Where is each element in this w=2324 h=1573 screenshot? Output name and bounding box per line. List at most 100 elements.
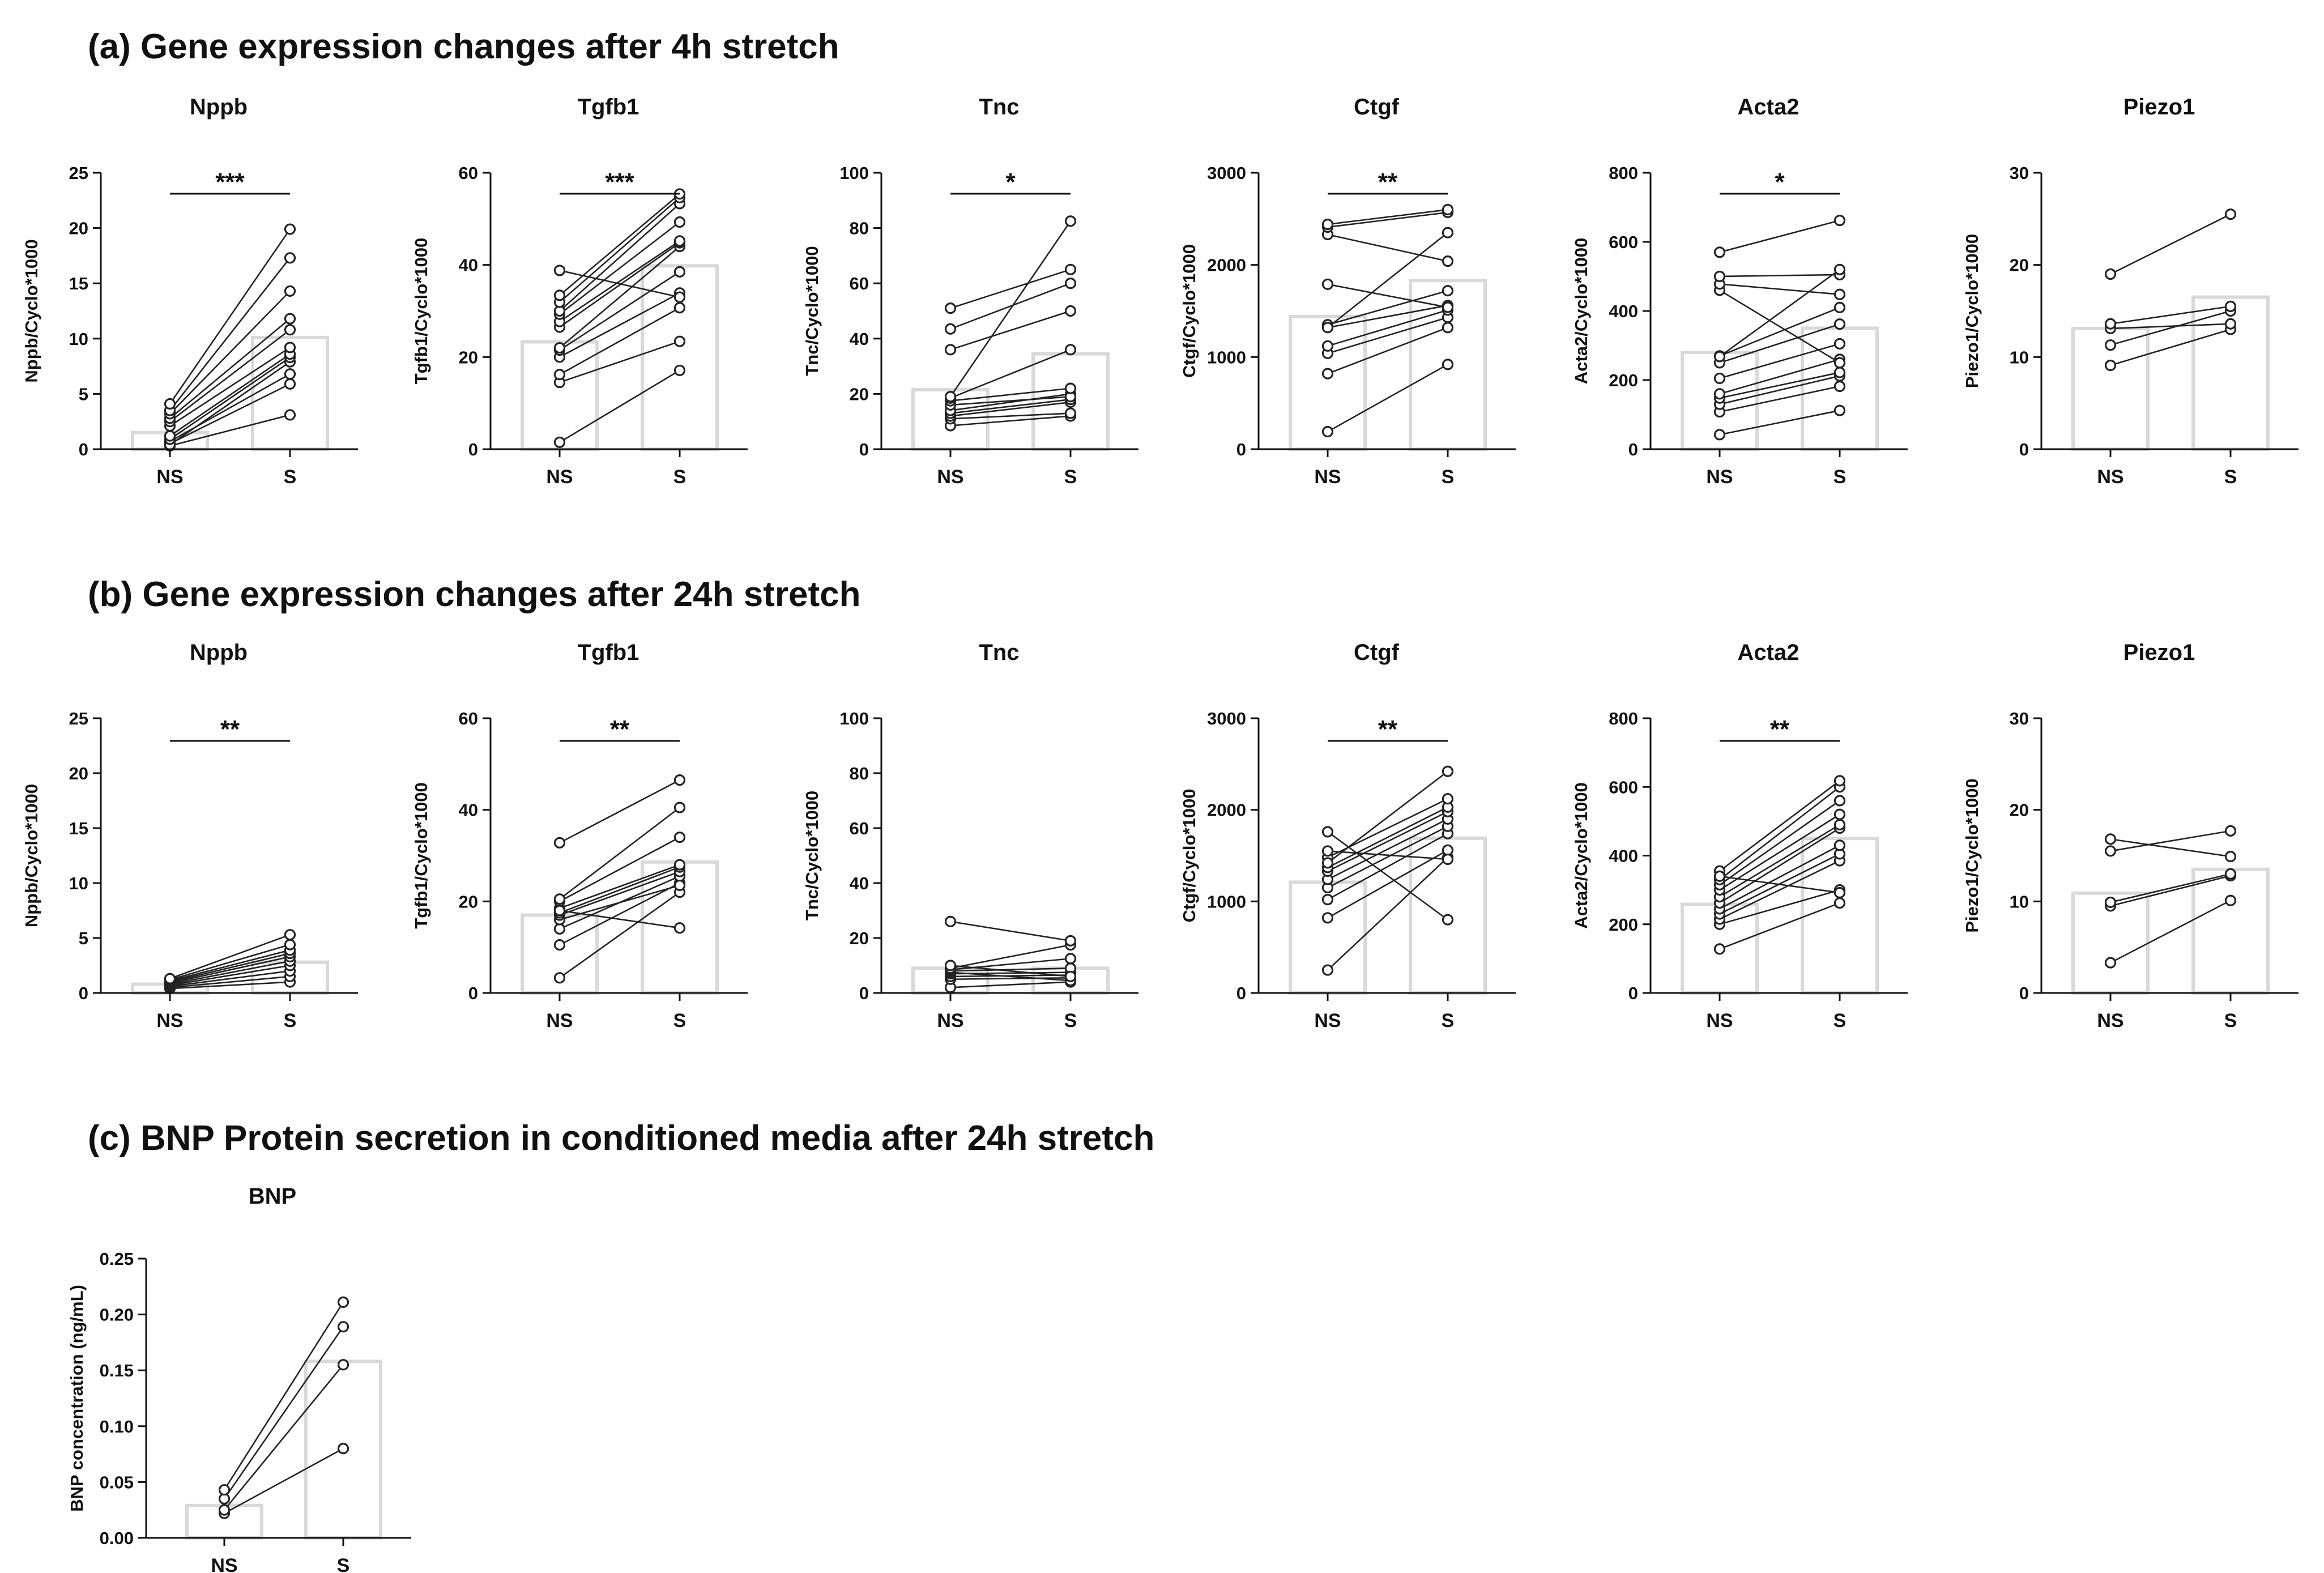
y-tick-label: 0 [859,983,869,1003]
data-point-ns [553,972,566,984]
pair-line [559,197,680,303]
pair-line [1719,889,1840,925]
data-point-ns [553,369,566,381]
panel-b-acta2: 0 200 400 600 800 NS S Acta2 Acta2/Cyclo*1000 ** [1571,640,1908,1031]
data-point-s [284,252,296,264]
data-point-s [1442,255,1454,267]
x-tick-label-s: S [284,466,297,488]
data-point-ns [2104,318,2117,330]
x-tick-label-s: S [1064,466,1077,488]
data-point-s [1442,853,1454,866]
data-point-s [2224,868,2237,880]
pair-line [559,864,680,909]
y-axis-label: Ctgf/Cyclo*1000 [1179,244,1199,378]
y-tick-label: 30 [2010,709,2029,728]
data-point-s [284,324,296,336]
y-axis-label: Piezo1/Cyclo*1000 [1962,778,1982,932]
y-axis-label: Piezo1/Cyclo*1000 [1962,234,1982,388]
pair-line [559,882,680,946]
y-axis-label: Acta2/Cyclo*1000 [1571,782,1591,929]
y-tick-label: 10 [2010,892,2029,911]
y-tick-label: 60 [459,163,478,183]
data-point-s [337,1321,349,1333]
y-tick-label: 20 [69,219,88,238]
y-tick-label: 5 [79,928,88,948]
data-point-s [673,216,686,228]
pair-line [1719,372,1840,399]
significance-label: ** [220,715,240,743]
pair-line [1719,219,1840,253]
pair-line [2110,329,2231,366]
data-point-ns [553,905,566,916]
data-point-ns [944,344,957,356]
pair-line [2110,873,2231,903]
y-tick-label: 2000 [1207,255,1246,275]
pair-line [169,361,291,446]
data-point-s [1442,301,1454,313]
data-point-s [1442,793,1454,805]
pair-line [2110,838,2231,858]
data-point-s [284,409,296,421]
data-point-s [673,364,686,377]
data-point-ns [553,939,566,951]
data-point-ns [1321,845,1334,857]
panel-title: Acta2 [1738,640,1799,665]
pair-line [1327,289,1448,326]
x-tick-label-s: S [1833,1010,1847,1031]
y-tick-label: 3000 [1207,709,1246,728]
y-tick-label: 0.25 [100,1249,134,1269]
pair-line [950,412,1071,420]
pair-line [559,240,680,322]
data-point-ns [164,398,176,410]
panel-title: Tgfb1 [578,95,639,120]
y-tick-label: 25 [69,709,88,728]
panel-b-tnc: 0 20 40 60 80 100 NS S Tnc Tnc/Cyclo*1000 [802,640,1138,1031]
y-tick-label: 30 [2010,163,2029,183]
pair-line [950,282,1071,330]
y-tick-label: 3000 [1207,163,1246,183]
data-point-s [1442,227,1454,238]
pair-line [2110,310,2231,346]
pair-line [1327,364,1448,433]
data-point-ns [1321,340,1334,352]
x-tick-label-ns: NS [2097,466,2123,488]
y-tick-label: 0 [79,440,88,459]
bar-s [2191,867,2270,995]
y-tick-label: 0.10 [100,1417,134,1436]
pair-line [223,1364,344,1511]
pair-line [1327,825,1448,889]
panel-title: Piezo1 [2123,95,2195,120]
pair-line [169,933,291,980]
data-point-s [1442,914,1454,926]
pair-line [2110,830,2231,852]
pair-line [1327,831,1448,920]
x-tick-label-s: S [673,1010,686,1031]
data-point-ns [1321,278,1334,290]
pair-line [559,193,680,296]
data-point-ns [2104,339,2117,351]
panel-title: Nppb [190,95,248,120]
data-point-s [673,774,686,786]
data-point-ns [1713,246,1726,258]
data-point-s [1833,795,1846,807]
data-point-ns [1321,368,1334,380]
section-title-c: (c) BNP Protein secretion in conditioned… [88,1119,1154,1158]
y-tick-label: 20 [2010,800,2029,820]
panel-a-nppb: 0 5 10 15 20 25 NS S Nppb Nppb/Cyclo*1000 *** [22,95,358,488]
pair-line [169,257,291,411]
x-tick-label-s: S [337,1555,350,1573]
y-tick-label: 20 [850,384,869,404]
y-tick-label: 0.20 [100,1305,134,1325]
pair-line [1719,824,1840,898]
pair-line [1719,410,1840,436]
pair-line [1327,856,1448,971]
pair-line [1719,860,1840,920]
data-point-s [1833,366,1846,378]
pair-line [1327,317,1448,355]
data-point-ns [1321,826,1334,838]
pair-line [559,221,680,315]
section-title-b: (b) Gene expression changes after 24h st… [88,575,860,614]
x-tick-label-ns: NS [1706,466,1733,488]
y-tick-label: 400 [1609,846,1638,866]
